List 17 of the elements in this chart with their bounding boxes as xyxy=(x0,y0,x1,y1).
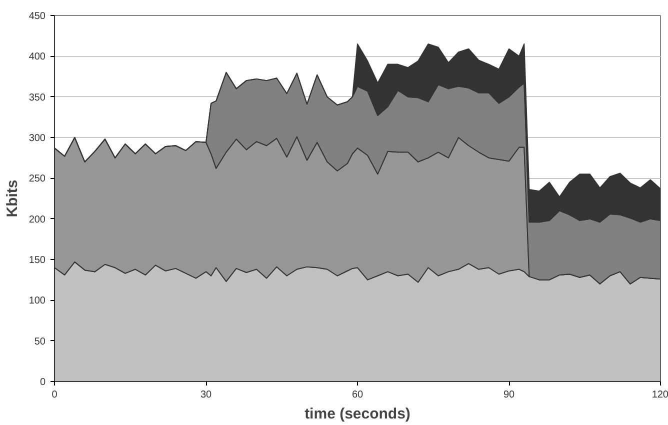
y-tick-label: 200 xyxy=(28,214,46,226)
x-tick-label: 0 xyxy=(52,390,58,400)
y-tick-label: 250 xyxy=(28,174,46,185)
y-tick-label: 150 xyxy=(28,255,46,266)
y-tick-label: 100 xyxy=(28,296,46,307)
x-tick-label: 120 xyxy=(652,390,668,400)
y-tick-label: 450 xyxy=(28,11,46,22)
y-tick-label: 400 xyxy=(28,52,46,63)
y-tick-label: 350 xyxy=(28,92,46,104)
x-tick-label: 60 xyxy=(352,390,364,400)
y-tick-label: 0 xyxy=(40,377,46,388)
x-tick-label: 30 xyxy=(200,390,212,400)
x-tick-label: 90 xyxy=(503,390,515,400)
x-axis-title: time (seconds) xyxy=(304,406,410,422)
y-axis-title: Kbits xyxy=(4,180,21,218)
y-tick-label: 300 xyxy=(28,133,46,144)
y-tick-label: 50 xyxy=(34,336,46,348)
